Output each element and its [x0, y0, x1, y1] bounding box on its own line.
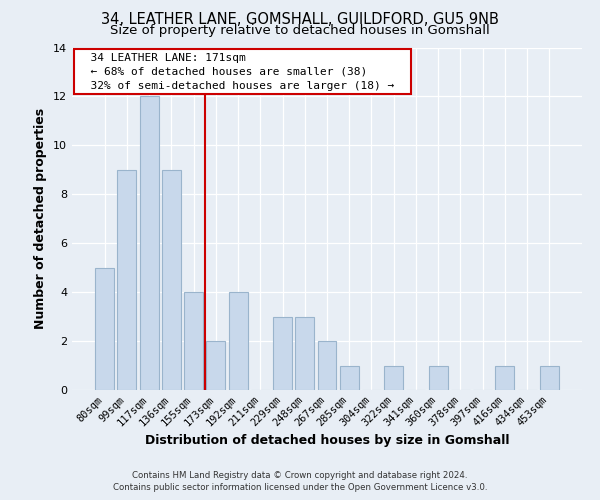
Y-axis label: Number of detached properties: Number of detached properties [34, 108, 47, 330]
Bar [295, 316, 314, 390]
Text: 34, LEATHER LANE, GOMSHALL, GUILDFORD, GU5 9NB: 34, LEATHER LANE, GOMSHALL, GUILDFORD, G… [101, 12, 499, 28]
Bar [273, 316, 292, 390]
Bar [496, 366, 514, 390]
Bar [118, 170, 136, 390]
X-axis label: Distribution of detached houses by size in Gomshall: Distribution of detached houses by size … [145, 434, 509, 447]
Bar [384, 366, 403, 390]
Text: Contains HM Land Registry data © Crown copyright and database right 2024.
Contai: Contains HM Land Registry data © Crown c… [113, 471, 487, 492]
Bar [95, 268, 114, 390]
Bar [206, 341, 225, 390]
Bar [429, 366, 448, 390]
Bar [340, 366, 359, 390]
Bar [140, 96, 158, 390]
Text: Size of property relative to detached houses in Gomshall: Size of property relative to detached ho… [110, 24, 490, 37]
Bar [184, 292, 203, 390]
Bar [317, 341, 337, 390]
Bar [162, 170, 181, 390]
Bar [229, 292, 248, 390]
Text: 34 LEATHER LANE: 171sqm
  ← 68% of detached houses are smaller (38)
  32% of sem: 34 LEATHER LANE: 171sqm ← 68% of detache… [77, 52, 408, 90]
Bar [540, 366, 559, 390]
